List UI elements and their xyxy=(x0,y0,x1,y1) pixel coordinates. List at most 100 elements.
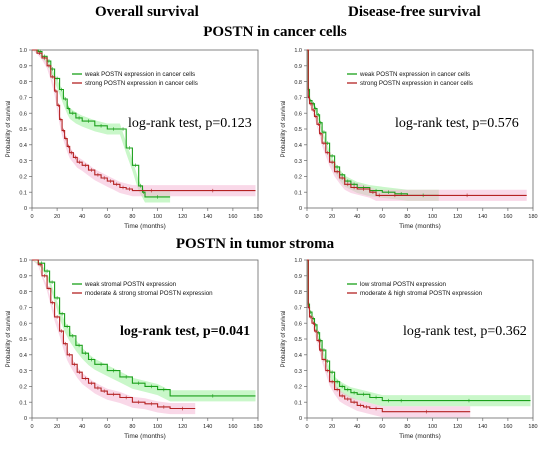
x-tick-label: 120 xyxy=(453,424,462,430)
chart-dfs-cancer: 0 0.1 0.2 0.3 0.4 0.5 0.6 0.7 0.8 0.9 1.0 0 20 40 60 80… xyxy=(275,42,550,232)
x-tick-label: 100 xyxy=(153,214,162,220)
legend-label: weak stromal POSTN expression xyxy=(84,281,177,288)
y-tick-label: 0.4 xyxy=(294,143,302,149)
legend-label: moderate & strong stromal POSTN expressi… xyxy=(85,290,213,297)
x-tick-label: 40 xyxy=(354,214,360,220)
y-tick-label: 0.5 xyxy=(294,127,302,133)
y-tick-label: 0.2 xyxy=(19,175,27,181)
y-axis-label: Probability of survival xyxy=(6,101,12,158)
y-tick-label: 0.4 xyxy=(294,353,302,359)
y-tick-label: 0.7 xyxy=(294,306,302,312)
survival-curve-green xyxy=(32,49,171,198)
chart-os-cancer: 0 0.1 0.2 0.3 0.4 0.5 0.6 0.7 0.8 0.9 1.0 0 20 40 60 80… xyxy=(0,42,275,232)
x-tick-label: 20 xyxy=(329,424,335,430)
disease-free-survival-header: Disease-free survival xyxy=(348,4,481,20)
x-tick-label: 80 xyxy=(129,424,135,430)
x-tick-label: 0 xyxy=(305,214,308,220)
x-tick-label: 40 xyxy=(354,424,360,430)
logrank-annotation: log-rank test, p=0.123 xyxy=(128,116,252,131)
x-tick-label: 60 xyxy=(104,214,110,220)
x-tick-label: 120 xyxy=(178,424,187,430)
survival-curve-green xyxy=(32,259,256,397)
y-tick-label: 0.7 xyxy=(19,96,27,102)
x-tick-label: 160 xyxy=(228,214,237,220)
x-tick-label: 100 xyxy=(428,214,437,220)
y-tick-label: 0.8 xyxy=(294,80,302,86)
x-tick-label: 180 xyxy=(528,214,537,220)
survival-curve-red xyxy=(307,259,471,413)
x-tick-label: 180 xyxy=(253,424,262,430)
y-tick-label: 0.1 xyxy=(19,190,27,196)
y-axis-label: Probability of survival xyxy=(6,311,12,368)
y-tick-label: 0.9 xyxy=(19,64,27,70)
y-tick-label: 1.0 xyxy=(294,48,302,54)
y-tick-label: 0.5 xyxy=(19,337,27,343)
x-tick-label: 140 xyxy=(203,214,212,220)
y-tick-label: 0.2 xyxy=(19,385,27,391)
y-tick-label: 0.1 xyxy=(19,400,27,406)
x-tick-label: 60 xyxy=(104,424,110,430)
km-plot-os-stroma: 0 0.1 0.2 0.3 0.4 0.5 0.6 0.7 0.8 0.9 1.0 0 20 40 60 80… xyxy=(6,258,263,440)
y-tick-label: 0.9 xyxy=(19,274,27,280)
y-tick-label: 0.8 xyxy=(294,290,302,296)
x-tick-label: 40 xyxy=(79,424,85,430)
legend-label: strong POSTN expression in cancer cells xyxy=(85,80,198,87)
x-tick-label: 0 xyxy=(305,424,308,430)
x-tick-label: 160 xyxy=(503,424,512,430)
y-tick-label: 0 xyxy=(24,206,27,212)
survival-curve-red xyxy=(32,49,256,192)
km-plot-os-cancer: 0 0.1 0.2 0.3 0.4 0.5 0.6 0.7 0.8 0.9 1.0 0 20 40 60 80… xyxy=(6,48,263,230)
x-tick-label: 180 xyxy=(253,214,262,220)
y-tick-label: 0.7 xyxy=(294,96,302,102)
y-tick-label: 0.4 xyxy=(19,353,27,359)
y-tick-label: 0.2 xyxy=(294,385,302,391)
y-tick-label: 0.9 xyxy=(294,64,302,70)
y-tick-label: 1.0 xyxy=(19,258,27,264)
legend-label: strong POSTN expression in cancer cells xyxy=(360,80,473,87)
x-tick-label: 100 xyxy=(153,424,162,430)
x-tick-label: 120 xyxy=(453,214,462,220)
logrank-annotation: log-rank test, p=0.362 xyxy=(403,324,527,339)
section-title-cancer-cells: POSTN in cancer cells xyxy=(203,24,347,40)
x-tick-label: 20 xyxy=(54,424,60,430)
y-axis-label: Probability of survival xyxy=(281,101,287,158)
x-tick-label: 80 xyxy=(404,424,410,430)
y-tick-label: 0.1 xyxy=(294,400,302,406)
y-tick-label: 0.6 xyxy=(19,321,27,327)
x-tick-label: 0 xyxy=(30,214,33,220)
y-tick-label: 0.8 xyxy=(19,290,27,296)
y-tick-label: 0.1 xyxy=(294,190,302,196)
x-tick-label: 0 xyxy=(30,424,33,430)
y-tick-label: 0.3 xyxy=(294,369,302,375)
y-axis-label: Probability of survival xyxy=(281,311,287,368)
logrank-annotation: log-rank test, p=0.576 xyxy=(395,116,519,131)
legend-label: weak POSTN expression in cancer cells xyxy=(359,71,470,78)
y-tick-label: 0 xyxy=(299,206,302,212)
y-tick-label: 0.6 xyxy=(294,321,302,327)
survival-curve-red xyxy=(307,49,527,196)
km-plot-dfs-cancer: 0 0.1 0.2 0.3 0.4 0.5 0.6 0.7 0.8 0.9 1.0 0 20 40 60 80… xyxy=(281,48,538,230)
x-tick-label: 140 xyxy=(203,424,212,430)
chart-dfs-stroma: 0 0.1 0.2 0.3 0.4 0.5 0.6 0.7 0.8 0.9 1.0 0 20 40 60 80… xyxy=(275,252,550,442)
x-axis-label: Time (months) xyxy=(124,433,166,440)
y-tick-label: 0.2 xyxy=(294,175,302,181)
x-tick-label: 100 xyxy=(428,424,437,430)
km-plot-dfs-stroma: 0 0.1 0.2 0.3 0.4 0.5 0.6 0.7 0.8 0.9 1.0 0 20 40 60 80… xyxy=(281,258,538,440)
y-tick-label: 0.9 xyxy=(294,274,302,280)
y-tick-label: 0.3 xyxy=(19,369,27,375)
y-tick-label: 0.6 xyxy=(294,111,302,117)
x-tick-label: 20 xyxy=(54,214,60,220)
x-tick-label: 140 xyxy=(478,214,487,220)
x-tick-label: 140 xyxy=(478,424,487,430)
y-tick-label: 1.0 xyxy=(19,48,27,54)
legend-label: weak POSTN expression in cancer cells xyxy=(84,71,195,78)
logrank-annotation: log-rank test, p=0.041 xyxy=(120,324,251,339)
x-tick-label: 160 xyxy=(228,424,237,430)
legend-label: low stromal POSTN expression xyxy=(360,281,447,288)
x-tick-label: 60 xyxy=(379,424,385,430)
y-tick-label: 0.5 xyxy=(19,127,27,133)
overall-survival-header: Overall survival xyxy=(95,4,199,20)
x-tick-label: 160 xyxy=(503,214,512,220)
y-tick-label: 0.5 xyxy=(294,337,302,343)
legend-label: moderate & high stromal POSTN expression xyxy=(360,290,483,297)
